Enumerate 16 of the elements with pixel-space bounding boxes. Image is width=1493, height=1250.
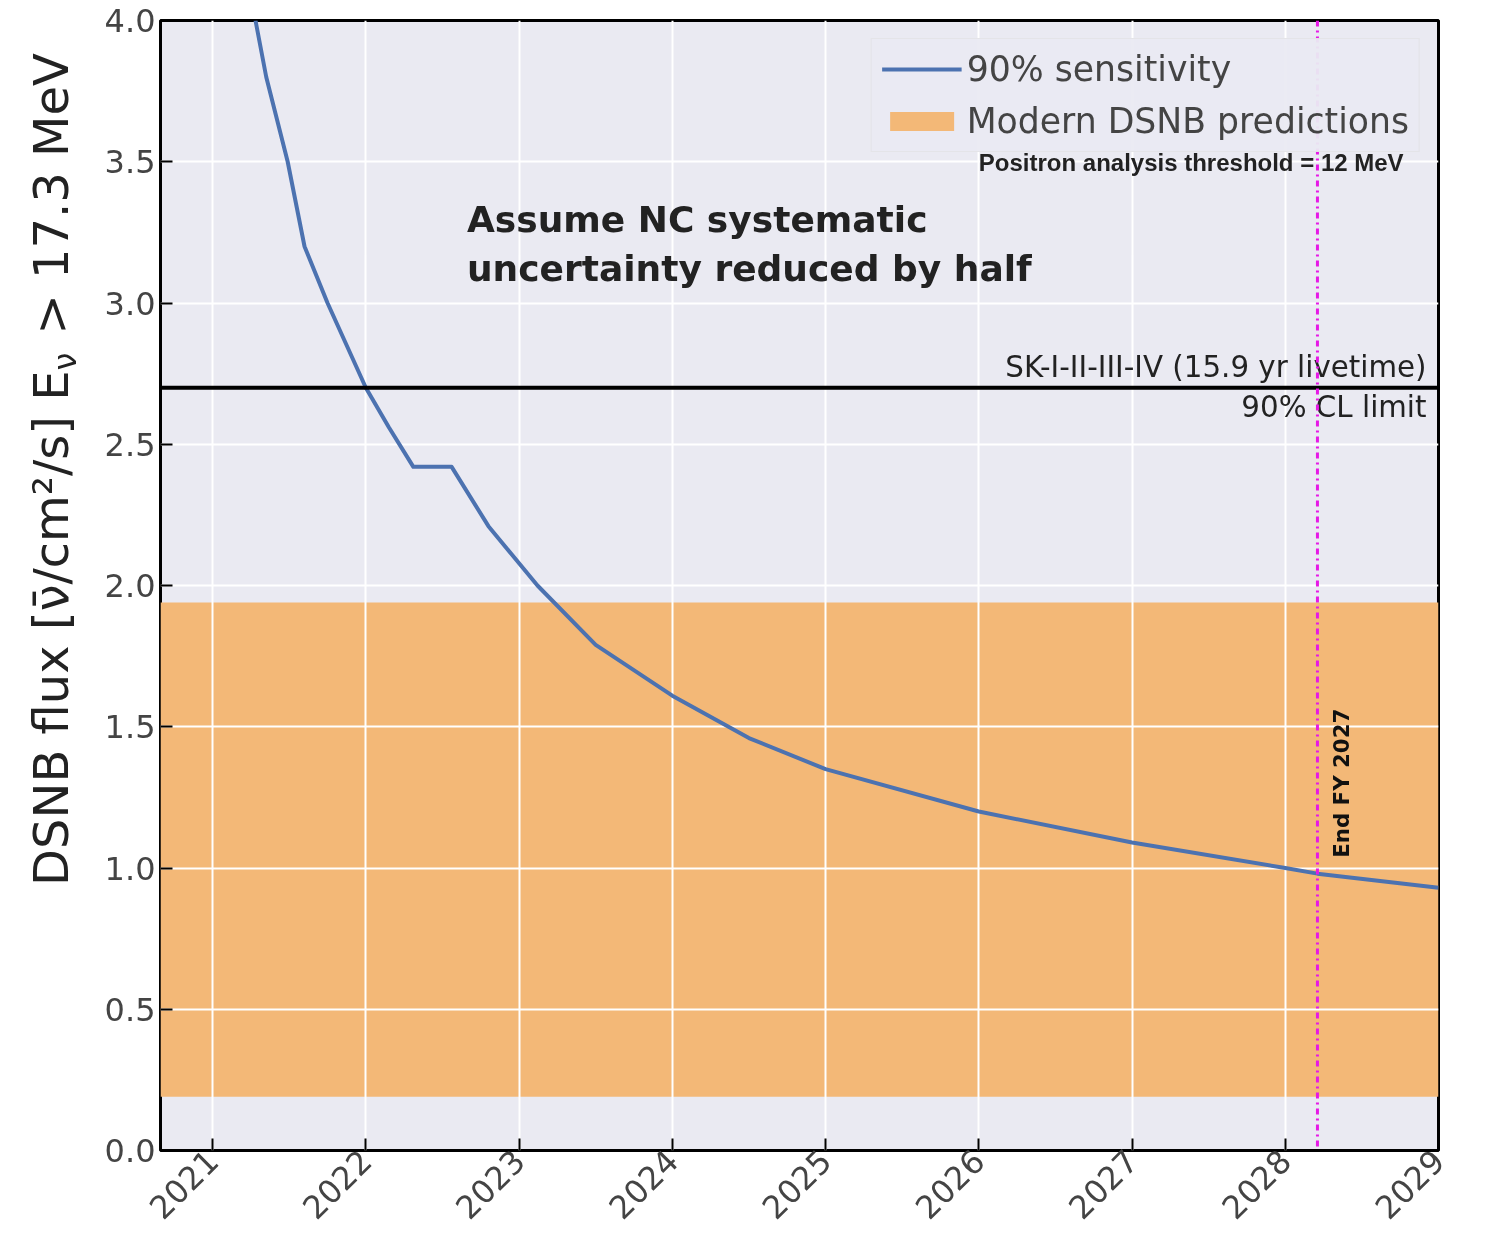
y-tick-label: 1.5 — [104, 708, 156, 747]
y-tick-label: 3.0 — [104, 284, 156, 323]
y-tick-label: 2.5 — [104, 425, 156, 464]
legend-label: Modern DSNB predictions — [966, 101, 1409, 141]
y-tick-label: 2.0 — [104, 567, 156, 605]
y-tick-label: 3.5 — [104, 143, 156, 182]
y-tick-label: 1.0 — [104, 849, 156, 888]
legend-label: 90% sensitivity — [966, 49, 1232, 89]
ref-line-label: SK-I-II-III-IV (15.9 yr livetime) 90% CL limit — [1005, 349, 1427, 424]
line-series — [253, 20, 1439, 890]
y-tick-label: 4.0 — [104, 2, 156, 40]
y-tick-label: 0.5 — [104, 990, 156, 1029]
annotation: Assume NC systematic uncertainty reduced by half — [466, 198, 1033, 289]
ref-line-label: End FY 2027 — [1329, 708, 1355, 858]
y-axis-title: DSNB flux [ν̄/cm²/s] Eν > 17.3 MeV — [22, 52, 84, 886]
annotation: Positron analysis threshold = 12 MeV — [978, 148, 1404, 176]
